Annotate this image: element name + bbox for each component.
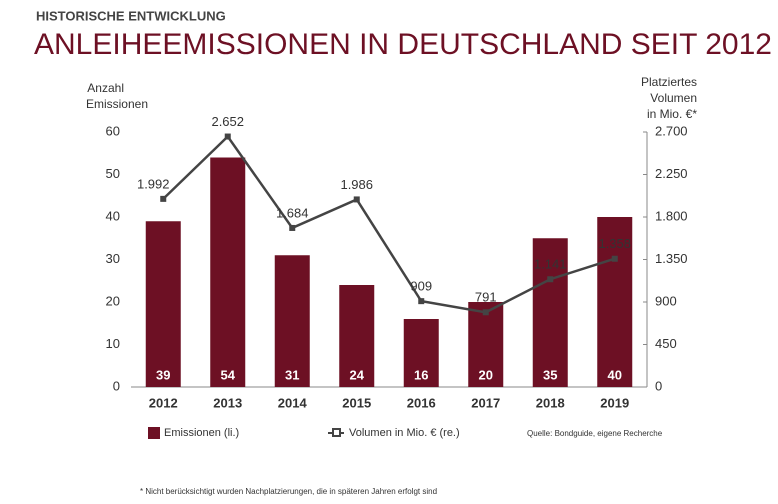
bar: [145, 221, 181, 387]
line-label: 1.986: [340, 177, 373, 192]
y2-tick-label: 450: [655, 336, 677, 351]
bar: [468, 302, 504, 387]
x-tick-label: 2018: [536, 395, 565, 410]
bar-label: 16: [414, 367, 428, 382]
line-marker: [482, 309, 489, 316]
y-axis-label: Anzahl: [87, 81, 124, 95]
x-tick-label: 2012: [149, 395, 178, 410]
line-label: 2.652: [211, 114, 244, 129]
kicker: HISTORISCHE ENTWICKLUNG: [36, 8, 226, 23]
line-marker: [547, 276, 554, 283]
legend-swatch: [148, 427, 160, 439]
x-tick-label: 2019: [600, 395, 629, 410]
legend-label: Volumen in Mio. € (re.): [349, 427, 460, 439]
bar-label: 20: [479, 367, 493, 382]
bar: [403, 319, 439, 387]
line-marker: [160, 195, 167, 202]
line-label: 791: [475, 290, 497, 305]
bar-label: 40: [608, 367, 622, 382]
y-tick-label: 50: [106, 166, 120, 181]
y2-tick-label: 1.350: [655, 251, 688, 266]
bar-label: 35: [543, 367, 557, 382]
y-tick-label: 0: [113, 378, 120, 393]
x-tick-label: 2015: [342, 395, 371, 410]
line-label: 1.684: [276, 205, 309, 220]
bar-label: 39: [156, 367, 170, 382]
x-tick-label: 2014: [278, 395, 308, 410]
y2-axis-label: Volumen: [650, 91, 697, 105]
y2-tick-label: 1.800: [655, 208, 688, 223]
legend-marker: [332, 428, 341, 437]
line-marker: [353, 196, 360, 203]
y-tick-label: 60: [106, 123, 120, 138]
line-marker: [224, 133, 231, 140]
bar: [532, 238, 568, 387]
x-tick-label: 2017: [471, 395, 500, 410]
y-tick-label: 20: [106, 293, 120, 308]
line: [162, 134, 616, 314]
bar: [274, 255, 310, 387]
source: Quelle: Bondguide, eigene Recherche: [527, 429, 663, 438]
y-axis-label: Emissionen: [86, 97, 148, 111]
line-marker: [611, 255, 618, 262]
x-tick-label: 2013: [213, 395, 242, 410]
y2-axis-label: in Mio. €*: [647, 107, 697, 121]
line-marker: [418, 298, 425, 305]
y2-tick-label: 2.250: [655, 166, 688, 181]
y2-tick-label: 900: [655, 293, 677, 308]
line-label: 909: [410, 279, 432, 294]
line-label: 1.992: [137, 176, 170, 191]
legend-label: Emissionen (li.): [164, 427, 239, 439]
line-label: 1.358: [598, 236, 631, 251]
y-tick-label: 30: [106, 251, 120, 266]
y2-axis-label: Platziertes: [641, 75, 697, 89]
x-tick-label: 2016: [407, 395, 436, 410]
y2-tick-label: 0: [655, 378, 662, 393]
footnote: * Nicht berücksichtigt wurden Nachplatzi…: [140, 487, 437, 496]
y-tick-label: 10: [106, 336, 120, 351]
y2-tick-label: 2.700: [655, 123, 688, 138]
chart-title: ANLEIHEEMISSIONEN IN DEUTSCHLAND SEIT 20…: [34, 28, 772, 61]
bar: [597, 217, 633, 387]
line-marker: [289, 224, 296, 231]
line-label: 1.141: [534, 257, 567, 272]
bar-label: 31: [285, 367, 299, 382]
bar-label: 24: [350, 367, 365, 382]
bar-label: 54: [221, 367, 236, 382]
bar: [210, 157, 246, 387]
bar: [339, 285, 375, 387]
y-tick-label: 40: [106, 208, 120, 223]
